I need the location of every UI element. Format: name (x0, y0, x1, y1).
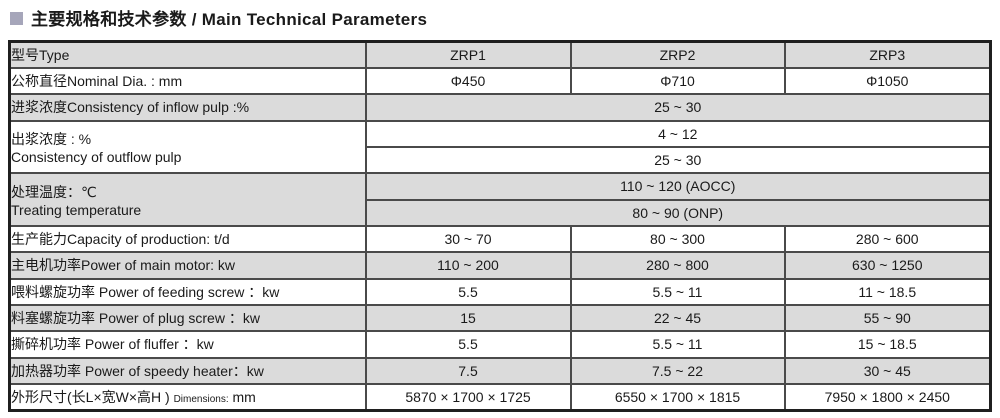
diameter-zrp1-cell: Φ450 (364, 66, 572, 96)
dimensions-label-en-small: Dimensions: (173, 393, 229, 405)
row-heater-power: 加热器功率 Power of speedy heater：kw 7.5 7.5 … (8, 356, 992, 385)
temperature-value1-cell: 110 ~ 120 (AOCC) (364, 172, 992, 201)
outflow-label-en: Consistency of outflow pulp (11, 148, 182, 165)
section-title: 主要规格和技术参数 / Main Technical Parameters (10, 5, 427, 30)
heater-zrp3-cell: 30 ~ 45 (783, 356, 992, 385)
inflow-value-cell: 25 ~ 30 (364, 93, 992, 122)
section-title-en: Main Technical Parameters (201, 10, 428, 29)
fluffer-zrp1-cell: 5.5 (364, 330, 572, 359)
temperature-value2-cell: 80 ~ 90 (ONP) (364, 198, 992, 227)
feeding-zrp1-cell: 5.5 (364, 277, 572, 306)
plug-zrp1-cell: 15 (364, 303, 572, 333)
capacity-label-cell: 生产能力Capacity of production: t/d (8, 224, 367, 254)
dimensions-label-cell: 外形尺寸(长L×宽W×高H ) Dimensions: mm (8, 382, 367, 412)
inflow-label-cell: 进浆浓度Consistency of inflow pulp :% (8, 93, 367, 122)
row-treating-temperature-1: 处理温度：℃ Treating temperature 110 ~ 120 (A… (8, 172, 992, 227)
type-zrp1-cell: ZRP1 (364, 40, 572, 69)
dimensions-zrp3-cell: 7950 × 1800 × 2450 (783, 382, 992, 412)
dimensions-label-zh: 外形尺寸(长L×宽W×高H ) (11, 388, 170, 405)
capacity-zrp1-cell: 30 ~ 70 (364, 224, 572, 254)
section-title-zh: 主要规格和技术参数 (31, 10, 187, 29)
diameter-label-cell: 公称直径Nominal Dia. : mm (8, 66, 367, 96)
dimensions-zrp2-cell: 6550 × 1700 × 1815 (569, 382, 786, 412)
outflow-label-cell: 出浆浓度 : % Consistency of outflow pulp (8, 119, 367, 175)
plug-zrp3-cell: 55 ~ 90 (783, 303, 992, 333)
outflow-value1-cell: 4 ~ 12 (364, 119, 992, 148)
section-title-text: 主要规格和技术参数 / Main Technical Parameters (31, 5, 427, 30)
feeding-zrp3-cell: 11 ~ 18.5 (783, 277, 992, 306)
temperature-label-en: Treating temperature (11, 201, 142, 218)
row-dimensions: 外形尺寸(长L×宽W×高H ) Dimensions: mm 5870 × 17… (8, 382, 992, 412)
motor-zrp2-cell: 280 ~ 800 (569, 251, 786, 280)
motor-label-cell: 主电机功率Power of main motor: kw (8, 251, 367, 280)
type-zrp3-cell: ZRP3 (783, 40, 992, 69)
row-outflow-consistency-1: 出浆浓度 : % Consistency of outflow pulp 4 ~… (8, 119, 992, 175)
temperature-label-zh: 处理温度：℃ (11, 183, 97, 200)
type-label-cell: 型号Type (8, 40, 367, 69)
fluffer-zrp2-cell: 5.5 ~ 11 (569, 330, 786, 359)
section-title-separator: / (186, 10, 202, 29)
row-feeding-screw-power: 喂料螺旋功率 Power of feeding screw ：kw 5.5 5.… (8, 277, 992, 306)
heater-zrp1-cell: 7.5 (364, 356, 572, 385)
diameter-zrp3-cell: Φ1050 (783, 66, 992, 96)
heater-label-cell: 加热器功率 Power of speedy heater：kw (8, 356, 367, 385)
row-inflow-consistency: 进浆浓度Consistency of inflow pulp :% 25 ~ 3… (8, 93, 992, 122)
outflow-label-zh: 出浆浓度 : % (11, 130, 92, 147)
motor-zrp3-cell: 630 ~ 1250 (783, 251, 992, 280)
diameter-zrp2-cell: Φ710 (569, 66, 786, 96)
capacity-zrp3-cell: 280 ~ 600 (783, 224, 992, 254)
section-bullet-icon (10, 11, 23, 25)
row-outflow-consistency-2: 25 ~ 30 (10, 145, 992, 175)
row-main-motor-power: 主电机功率Power of main motor: kw 110 ~ 200 2… (8, 251, 992, 280)
row-treating-temperature-2: 80 ~ 90 (ONP) (10, 198, 992, 227)
row-plug-screw-power: 料塞螺旋功率 Power of plug screw ：kw 15 22 ~ 4… (8, 303, 992, 333)
feeding-label-cell: 喂料螺旋功率 Power of feeding screw ：kw (8, 277, 367, 306)
row-capacity: 生产能力Capacity of production: t/d 30 ~ 70 … (8, 224, 992, 254)
outflow-value2-cell: 25 ~ 30 (364, 145, 992, 175)
parameters-table: 型号Type ZRP1 ZRP2 ZRP3 公称直径Nominal Dia. :… (8, 40, 992, 412)
plug-label-cell: 料塞螺旋功率 Power of plug screw ：kw (8, 303, 367, 333)
dimensions-label-unit: mm (232, 388, 256, 405)
row-nominal-diameter: 公称直径Nominal Dia. : mm Φ450 Φ710 Φ1050 (8, 66, 992, 96)
plug-zrp2-cell: 22 ~ 45 (569, 303, 786, 333)
heater-zrp2-cell: 7.5 ~ 22 (569, 356, 786, 385)
fluffer-label-cell: 撕碎机功率 Power of fluffer ：kw (8, 330, 367, 359)
type-zrp2-cell: ZRP2 (569, 40, 786, 69)
dimensions-zrp1-cell: 5870 × 1700 × 1725 (364, 382, 572, 412)
motor-zrp1-cell: 110 ~ 200 (364, 251, 572, 280)
row-type: 型号Type ZRP1 ZRP2 ZRP3 (8, 40, 992, 69)
row-fluffer-power: 撕碎机功率 Power of fluffer ：kw 5.5 5.5 ~ 11 … (8, 330, 992, 359)
capacity-zrp2-cell: 80 ~ 300 (569, 224, 786, 254)
fluffer-zrp3-cell: 15 ~ 18.5 (783, 330, 992, 359)
feeding-zrp2-cell: 5.5 ~ 11 (569, 277, 786, 306)
temperature-label-cell: 处理温度：℃ Treating temperature (8, 172, 367, 227)
